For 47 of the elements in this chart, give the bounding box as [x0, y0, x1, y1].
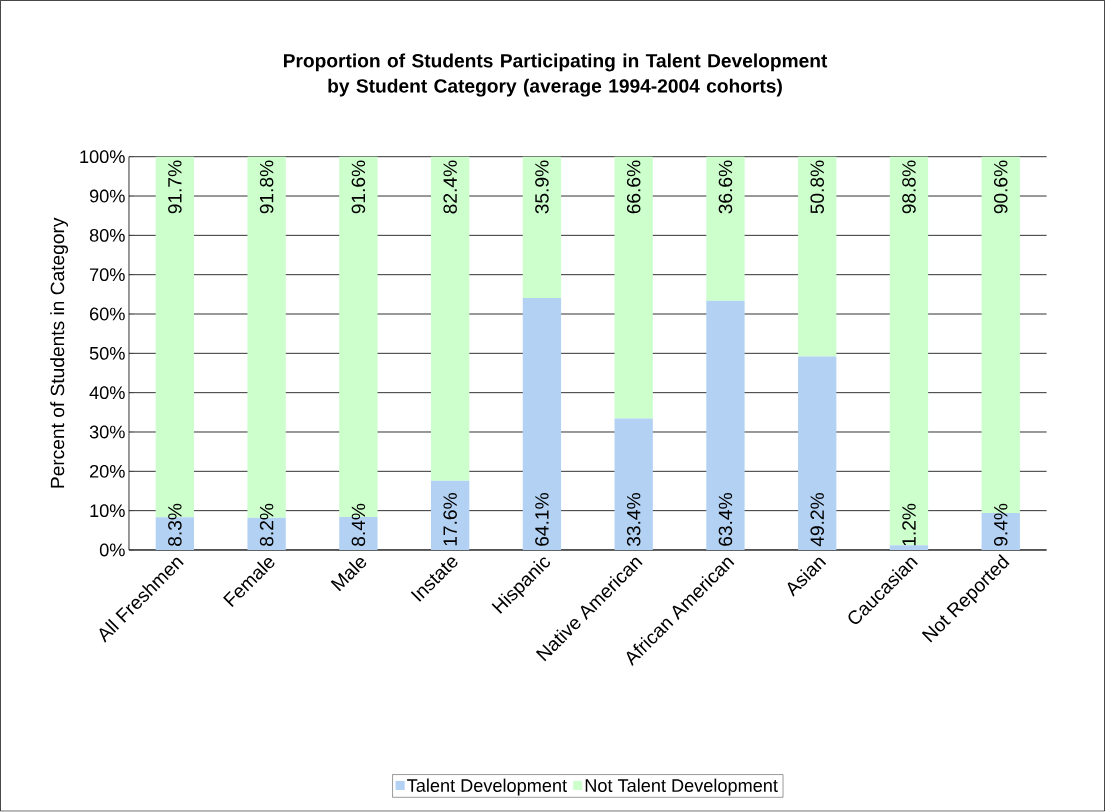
y-tick-label: 70% [90, 268, 125, 282]
data-label: 36.6% [718, 160, 733, 214]
data-label: 98.8% [902, 160, 916, 214]
data-label: 91.6% [351, 160, 366, 214]
bar [798, 156, 837, 357]
data-label: 49.2% [810, 493, 824, 547]
legend-label: Talent Development [407, 778, 567, 796]
bar [614, 418, 653, 551]
data-label: 8.3% [168, 503, 182, 547]
data-label: 64.1% [535, 493, 549, 546]
data-label: 63.4% [718, 493, 733, 546]
y-tick-label: 40% [89, 386, 125, 400]
data-label: 35.9% [535, 160, 549, 214]
y-tick-label: 90% [89, 189, 125, 203]
chart-title: Proportion of Students Participating in Talent Development by Student Category (average 1994-2004 cohorts) [283, 53, 828, 97]
data-label: 1.2% [902, 503, 916, 546]
data-label: 66.6% [626, 160, 641, 214]
y-tick-label: 30% [89, 425, 125, 439]
y-tick-label: 0% [99, 543, 125, 557]
bar [706, 156, 745, 301]
data-label: 9.4% [993, 503, 1008, 547]
y-tick-label: 50% [89, 347, 125, 360]
y-tick-label: 20% [90, 465, 125, 478]
y-tick-label: 60% [90, 307, 125, 321]
data-label: 8.4% [351, 503, 366, 547]
data-label: 82.4% [443, 160, 457, 214]
bar [889, 156, 929, 546]
data-label: 91.7% [168, 160, 182, 214]
bar [706, 300, 745, 551]
y-tick-label: 80% [89, 229, 125, 242]
bar [430, 156, 470, 481]
y-tick-label: 10% [90, 504, 125, 518]
bar [889, 545, 929, 551]
bar [430, 480, 470, 551]
bar [522, 156, 562, 299]
data-label: 91.8% [259, 160, 274, 214]
bar [614, 156, 653, 419]
data-label: 50.8% [810, 160, 824, 214]
bar [798, 356, 837, 551]
y-axis-title: Percent of Students in Category [50, 217, 69, 488]
y-tick-label: 100% [80, 150, 125, 164]
data-label: 90.6% [993, 160, 1008, 214]
data-label: 33.4% [626, 493, 641, 547]
legend-label: Not Talent Development [585, 778, 778, 796]
bar [522, 298, 562, 551]
data-label: 17.6% [443, 493, 457, 546]
data-label: 8.2% [259, 503, 274, 547]
